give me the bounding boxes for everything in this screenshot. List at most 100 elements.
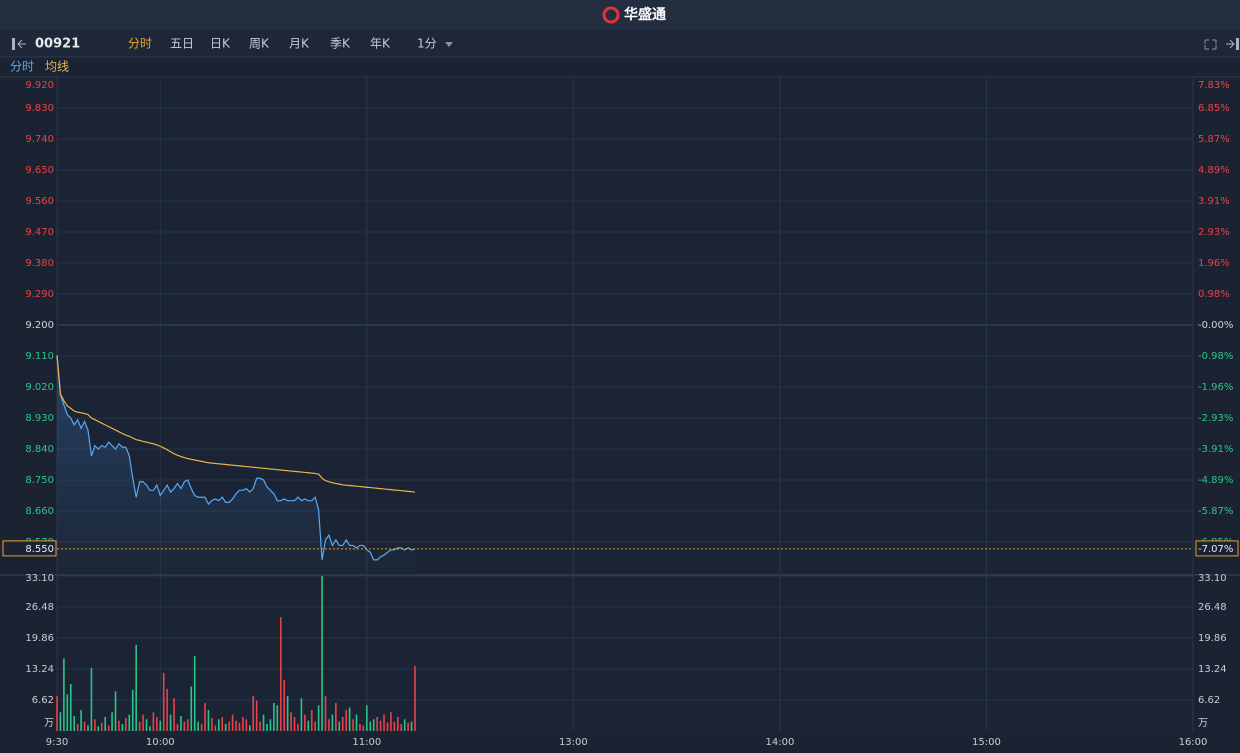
grid [0, 76, 1240, 731]
volume-bar [245, 719, 248, 731]
volume-bar [183, 721, 186, 731]
volume-bar [125, 717, 127, 731]
volume-bar [262, 714, 265, 731]
volume-bar [345, 709, 347, 731]
y-tick-label: 9.470 [25, 227, 54, 238]
volume-bar [221, 716, 224, 731]
volume-bar [366, 705, 368, 731]
tab[interactable]: 周K [249, 37, 270, 51]
tab[interactable]: 五日 [170, 37, 194, 51]
y2-tick-label: 3.91% [1198, 196, 1230, 207]
volume-bar [76, 723, 79, 731]
volume-bar [414, 665, 416, 731]
dropdown-arrow[interactable] [445, 42, 453, 47]
volume-bar [94, 719, 96, 731]
volume-bar [159, 720, 162, 731]
y-tick-label: 9.200 [25, 320, 54, 331]
y-tick-label: 9.740 [25, 134, 54, 145]
y2-tick-label: -1.96% [1198, 382, 1233, 393]
y2-tick-label: 5.87% [1198, 134, 1230, 145]
y2-tick-label: 7.83% [1198, 80, 1230, 91]
y-tick-label: 6.62 [32, 695, 54, 706]
volume-bar [169, 714, 172, 731]
volume-bar [317, 705, 320, 731]
y2-tick-label: 6.85% [1198, 103, 1230, 114]
x-tick-label: 10:00 [146, 737, 175, 748]
y2-tick-label: -0.98% [1198, 351, 1233, 362]
x-tick-label: 14:00 [765, 737, 794, 748]
expand-icon[interactable] [1226, 39, 1235, 49]
volume-bar [352, 719, 354, 731]
y-tick-label: 万 [1198, 718, 1208, 729]
tab[interactable]: 1分 [417, 37, 437, 51]
tab[interactable]: 年K [370, 37, 391, 51]
volume-bar [369, 721, 372, 731]
y-tick-label: 19.86 [1198, 633, 1227, 644]
volume-bar [59, 712, 62, 731]
volume-bar [403, 719, 406, 731]
volume-bar [304, 714, 306, 731]
y-tick-label: 9.020 [25, 382, 54, 393]
volume-bar [348, 707, 351, 731]
volume-bar [118, 720, 120, 731]
volume-bar [297, 723, 299, 731]
volume-bar [107, 725, 110, 731]
symbol: 00921 [35, 37, 80, 52]
volume-bar [410, 721, 413, 731]
y-tick-label: 9.380 [25, 258, 54, 269]
volume-bar [362, 725, 365, 731]
volume-bar [331, 714, 334, 731]
y2-tick-label: 1.96% [1198, 258, 1230, 269]
y2-tick-label: -4.89% [1198, 475, 1233, 486]
legend: 分时 均线 [10, 60, 69, 74]
fullscreen-icon[interactable] [1204, 39, 1217, 50]
volume-bar [242, 716, 244, 731]
volume-bar [400, 723, 403, 731]
tab[interactable]: 月K [289, 37, 310, 51]
volume-bar [276, 705, 279, 731]
volume-bar [386, 722, 389, 731]
toolbar [0, 30, 1240, 57]
volume-bar [176, 723, 179, 731]
x-tick-label: 13:00 [559, 737, 588, 748]
volume-bar [87, 725, 89, 731]
volume-bar [190, 686, 193, 731]
volume-bar [193, 656, 196, 731]
volume-bar [238, 722, 241, 731]
tab[interactable]: 季K [330, 37, 351, 51]
y-tick-label: 6.62 [1198, 695, 1220, 706]
tab[interactable]: 分时 [128, 37, 152, 51]
y-tick-label: 8.660 [25, 506, 54, 517]
y-tick-label: 9.830 [25, 103, 54, 114]
title-bar [0, 0, 1240, 30]
tab[interactable]: 日K [210, 37, 231, 51]
volume-bar [197, 721, 199, 731]
volume-bar [69, 684, 72, 731]
volume-bar [156, 716, 158, 731]
average-line [56, 355, 416, 493]
y2-tick-label: 2.93% [1198, 227, 1230, 238]
volume-bar [379, 720, 382, 731]
price-line [56, 354, 416, 561]
volume-bar [335, 702, 337, 731]
logo-icon [602, 6, 620, 24]
volume-bar [135, 644, 137, 731]
volume-bar [173, 698, 175, 731]
y2-tick-label: -0.00% [1198, 320, 1233, 331]
collapse-icon[interactable] [12, 38, 15, 50]
volume-bar [255, 700, 258, 731]
plot-area [57, 77, 1193, 731]
expand-bar [1236, 38, 1239, 50]
volume-bar [114, 691, 117, 731]
volume-bar [310, 709, 313, 731]
y-tick-label: 8.930 [25, 413, 54, 424]
volume-bar [321, 576, 323, 731]
volume-bar [407, 722, 409, 731]
volume-bar [111, 712, 113, 731]
y-tick-label: 9.110 [25, 351, 54, 362]
volume-bar [204, 702, 206, 731]
volume-bar [341, 716, 344, 731]
y-tick-label: 33.10 [25, 573, 54, 584]
volume-bar [145, 719, 148, 731]
volume-bar [228, 721, 230, 731]
